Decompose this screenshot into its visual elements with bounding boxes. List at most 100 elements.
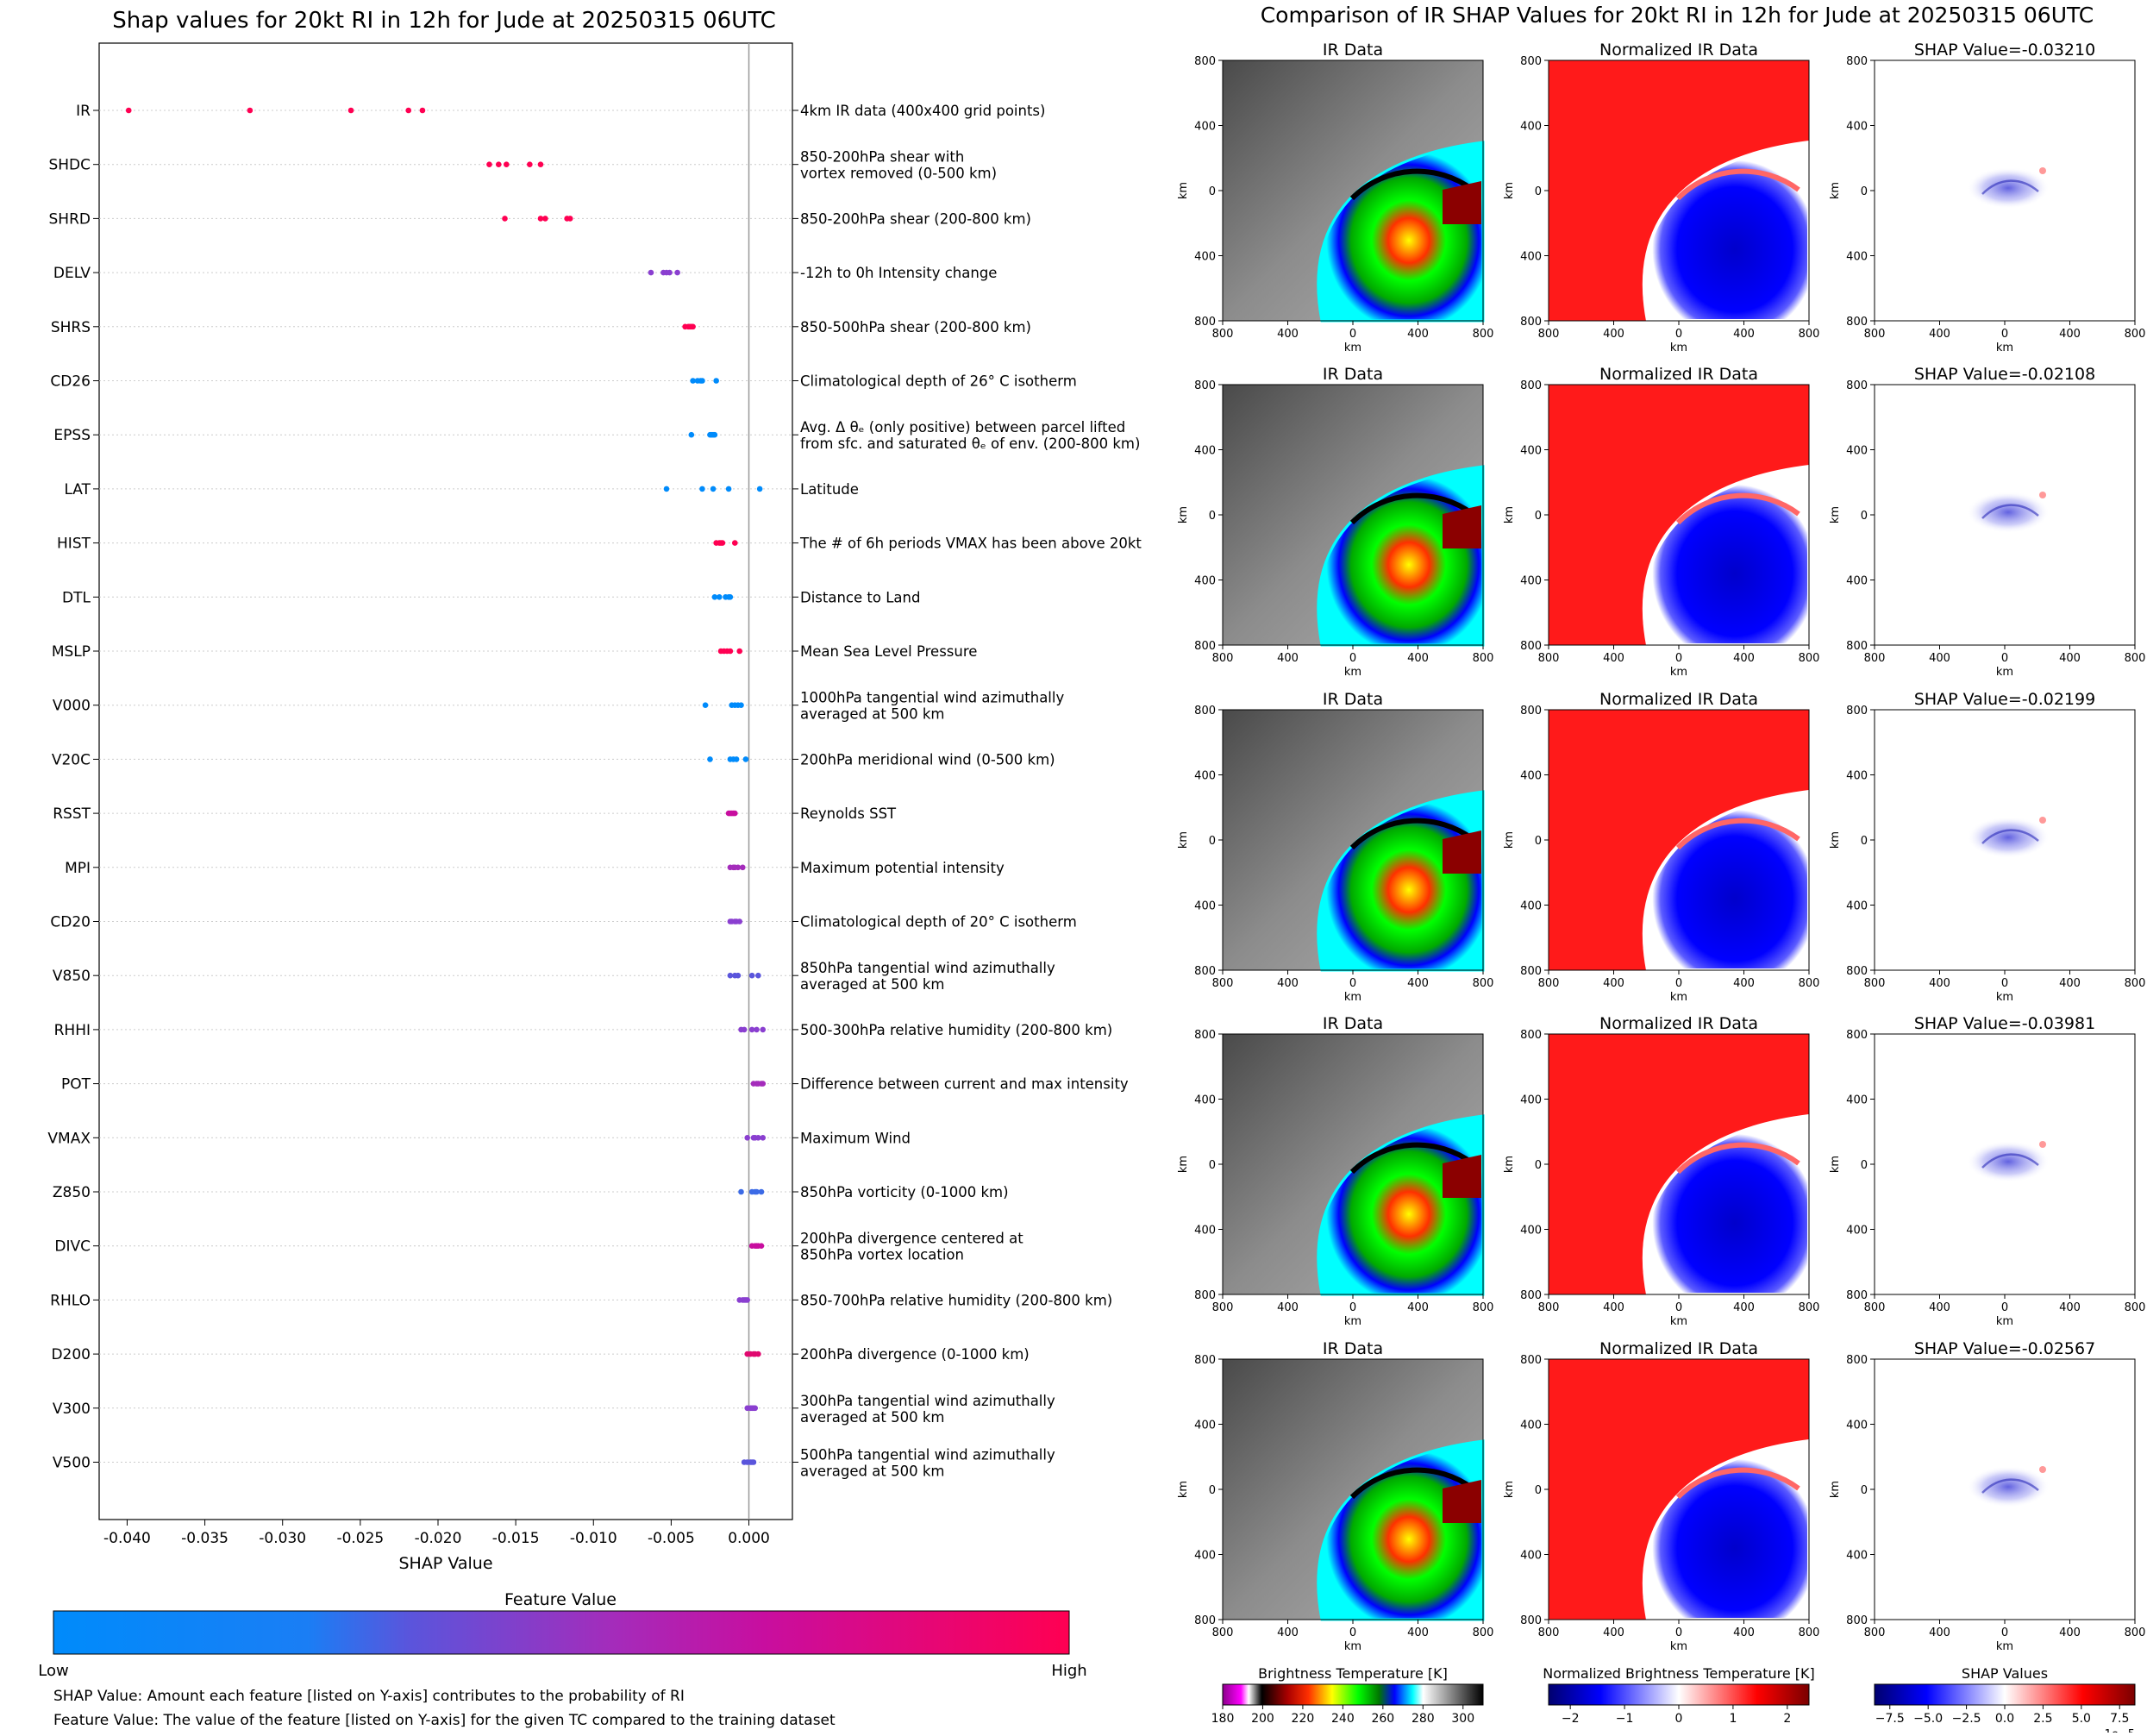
feature-description: 200hPa divergence (0-1000 km) [800,1346,1030,1363]
x-tick-label: 800 [1538,1301,1560,1314]
x-tick-label: 0 [1675,652,1682,665]
x-tick-label: 800 [2125,328,2146,341]
x-tick-label: 800 [1799,1301,1820,1314]
shap-point [727,648,734,655]
x-axis-label: km [1670,1315,1687,1328]
colorbar-title: SHAP Values [1962,1665,2048,1682]
panel-title: Normalized IR Data [1599,41,1758,60]
panel-title: Normalized IR Data [1599,1014,1758,1033]
y-tick-label: 0 [1535,185,1542,198]
y-tick-label: 400 [1846,1225,1868,1238]
x-tick-label: 0 [1675,977,1682,990]
feature-description: averaged at 500 km [800,1409,944,1426]
x-tick-label: 800 [1473,1301,1494,1314]
colorbar-tick-label: −2 [1562,1712,1580,1726]
x-tick-label: -0.005 [648,1530,695,1547]
ir-eye-band [1349,168,1474,201]
y-axis-label: km [1177,1481,1190,1498]
shap-point [760,1026,767,1033]
x-tick-label: 400 [1733,977,1755,990]
feature-label-v500: V500 [53,1455,91,1472]
x-tick-label: 400 [1733,652,1755,665]
y-axis-label: km [1829,831,1842,849]
y-tick-label: 800 [1846,1354,1868,1367]
y-tick-label: 800 [1194,1614,1216,1627]
x-tick-label: 800 [1538,328,1560,341]
shap-negative-arc [1981,179,2039,195]
x-axis-label: km [1996,1315,2013,1328]
feature-label-v000: V000 [53,698,91,715]
y-tick-label: 400 [1520,900,1542,913]
feature-colorbar [53,1610,1070,1655]
shap-point [711,594,718,600]
panel-title: IR Data [1323,365,1383,384]
panel-title: Normalized IR Data [1599,1339,1758,1358]
x-tick-label: 400 [2059,1626,2081,1639]
shap-point [690,323,696,330]
feature-label-delv: DELV [53,265,91,282]
feature-label-pot: POT [61,1076,91,1094]
y-axis-label: km [1503,831,1516,849]
feature-label-ir: IR [76,103,91,120]
y-tick-label: 400 [1846,770,1868,783]
colorbar-tick-label: 240 [1331,1712,1355,1726]
shap-point [699,378,705,384]
y-tick-label: 400 [1194,900,1216,913]
y-tick-label: 800 [1520,965,1542,978]
y-tick-label: 0 [1209,185,1216,198]
shap-point [733,756,740,762]
x-tick-label: 800 [1473,652,1494,665]
x-tick-label: 800 [1864,1301,1886,1314]
feature-description: averaged at 500 km [800,976,944,993]
shap-negative-arc [1981,829,2039,844]
feature-label-shrs: SHRS [51,319,91,336]
x-tick-label: 0 [2001,1626,2008,1639]
y-tick-label: 800 [1194,55,1216,68]
x-tick-label: 400 [1603,977,1624,990]
x-tick-label: -0.030 [259,1530,306,1547]
shap-point [727,972,734,979]
feature-label-dtl: DTL [62,589,91,606]
x-tick-label: 800 [1473,328,1494,341]
ir-cold-top [1443,1155,1481,1198]
x-tick-label: 400 [1733,328,1755,341]
y-tick-label: 0 [1535,1484,1542,1497]
shap-point [537,216,544,222]
y-tick-label: 800 [1194,316,1216,329]
x-tick-label: 400 [1277,328,1299,341]
y-tick-label: 800 [1846,640,1868,653]
y-tick-label: 800 [1520,1614,1542,1627]
shap-point [247,107,254,114]
shap-point [758,1188,765,1195]
x-tick-label: 400 [1929,1626,1950,1639]
feature-description: 850-200hPa shear (200-800 km) [800,210,1031,227]
x-tick-label: 800 [1538,977,1560,990]
x-tick-label: 0 [1675,328,1682,341]
shap-point [754,1188,760,1195]
normalized-eye-band [1675,168,1800,201]
shap-point [752,1405,759,1412]
x-tick-label: 400 [1929,652,1950,665]
feature-label-rhhi: RHHI [54,1022,91,1039]
shap-map-panel: SHAP Value=-0.03210800800400400004004008… [1829,41,2145,354]
feature-label-epss: EPSS [53,427,91,444]
x-tick-label: 400 [1603,1301,1624,1314]
y-tick-label: 400 [1194,251,1216,264]
feature-label-mslp: MSLP [52,643,91,661]
colorbar-tick-label: 280 [1412,1712,1435,1726]
y-axis-label: km [1177,506,1190,523]
feature-label-z850: Z850 [53,1184,91,1201]
shap-point [711,431,718,438]
feature-label-divc: DIVC [54,1238,91,1256]
colorbar-title: Normalized Brightness Temperature [K] [1543,1665,1815,1682]
y-tick-label: 800 [1520,55,1542,68]
y-tick-label: 800 [1194,1354,1216,1367]
shap-negative-arc [1981,1153,2039,1169]
feature-description: 500-300hPa relative humidity (200-800 km… [800,1022,1112,1038]
feature-description: 850-200hPa shear with [800,149,964,166]
feature-description: -12h to 0h Intensity change [800,265,997,281]
colorbar-tick-label: 2.5 [2033,1712,2052,1726]
shap-point [725,486,732,492]
x-tick-label: 0 [2001,328,2008,341]
